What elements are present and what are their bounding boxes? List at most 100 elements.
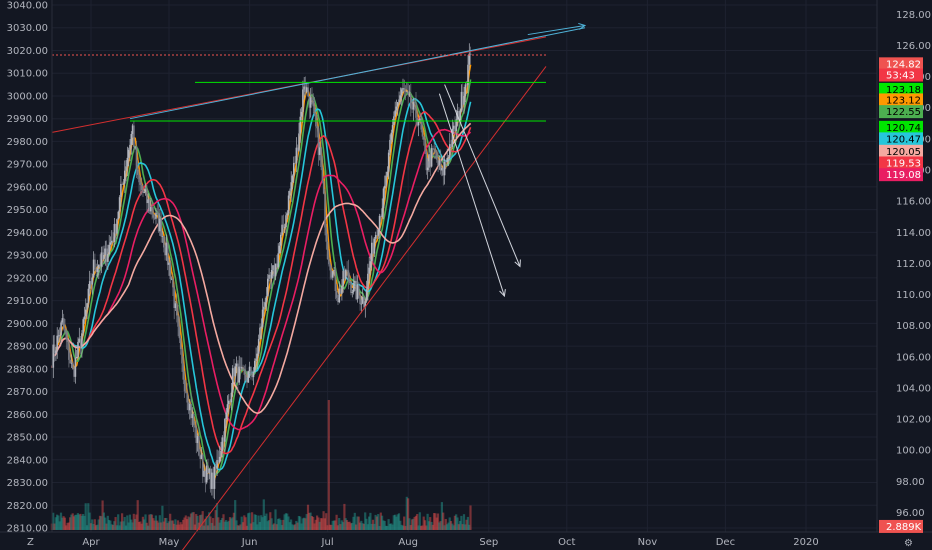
candle-body bbox=[467, 64, 469, 86]
volume-bar bbox=[417, 525, 420, 530]
time-tick-label: Apr bbox=[82, 537, 100, 548]
volume-bar bbox=[169, 513, 172, 530]
price-badge bbox=[879, 120, 923, 134]
time-tick-label: Oct bbox=[558, 537, 575, 548]
volume-bar bbox=[400, 524, 403, 530]
right-tick-label: 108.00 bbox=[896, 321, 931, 332]
candle-body bbox=[101, 252, 104, 260]
volume-bar bbox=[310, 516, 313, 530]
volume-bar bbox=[327, 400, 330, 530]
candle-body bbox=[75, 356, 78, 359]
time-axis[interactable]: Apr May Jun Jul Aug Sep Oct Nov Dec 2020 bbox=[82, 537, 818, 548]
candle-body bbox=[458, 110, 460, 121]
candle-body bbox=[462, 91, 464, 105]
candle-body bbox=[243, 369, 246, 375]
blue-trendline[interactable] bbox=[129, 27, 586, 120]
volume-bar bbox=[54, 517, 57, 530]
candle-body bbox=[96, 268, 99, 272]
volume-bar bbox=[92, 524, 95, 530]
candle-body bbox=[81, 333, 83, 347]
right-tick-label: 128.00 bbox=[896, 10, 931, 21]
volume-bar bbox=[318, 521, 321, 530]
candle-body bbox=[319, 147, 321, 155]
volume-bar bbox=[221, 518, 224, 530]
volume-bar bbox=[460, 515, 463, 530]
volume-bar bbox=[174, 519, 177, 530]
right-tick-label: 110.00 bbox=[896, 290, 931, 301]
candle-body bbox=[70, 362, 73, 364]
ma-red bbox=[51, 111, 472, 455]
white-arrow-2[interactable] bbox=[444, 84, 521, 268]
volume-bar bbox=[265, 513, 268, 530]
candle-body bbox=[369, 261, 372, 268]
candle-body bbox=[221, 437, 224, 451]
volume-bar bbox=[101, 500, 104, 530]
volume-bar bbox=[184, 515, 187, 530]
volume-bar bbox=[205, 516, 208, 530]
candle-body bbox=[412, 101, 415, 110]
candle-body bbox=[172, 278, 174, 288]
volume-bar bbox=[305, 514, 308, 530]
left-tick-label: 2910.00 bbox=[7, 296, 48, 307]
volume-bar bbox=[63, 517, 66, 530]
volume-bar bbox=[119, 521, 122, 530]
candle-body bbox=[220, 450, 222, 457]
price-badge-label: 53:43 bbox=[886, 71, 915, 82]
volume-bar bbox=[152, 518, 155, 530]
volume-bar bbox=[271, 524, 274, 530]
volume-bar bbox=[141, 516, 144, 530]
volume-bar bbox=[357, 516, 360, 530]
candle-body bbox=[73, 369, 75, 377]
candle-body bbox=[254, 360, 256, 373]
volume-bar bbox=[362, 523, 365, 530]
volume-bar bbox=[180, 524, 183, 530]
red-lower-trendline[interactable] bbox=[181, 66, 547, 550]
candle-body bbox=[355, 280, 357, 300]
volume-bar bbox=[217, 517, 220, 530]
volume-bar bbox=[147, 525, 150, 530]
arrows[interactable] bbox=[438, 22, 587, 298]
volume-bar bbox=[258, 521, 261, 530]
candle-body bbox=[339, 288, 342, 294]
volume-bar bbox=[361, 523, 364, 530]
volume-bar bbox=[345, 520, 349, 530]
time-tick-label: May bbox=[159, 537, 180, 548]
price-badge bbox=[879, 132, 923, 146]
volume-bar bbox=[377, 514, 380, 530]
volume-bar bbox=[171, 520, 174, 530]
candle-body bbox=[304, 86, 307, 92]
volume-bar bbox=[106, 515, 109, 530]
white-arrow-1[interactable] bbox=[438, 93, 506, 298]
candle-body bbox=[98, 264, 100, 269]
volume-bar bbox=[117, 514, 120, 530]
left-tick-label: 3020.00 bbox=[7, 46, 48, 57]
volume-bar bbox=[365, 518, 368, 530]
volume-bar bbox=[218, 522, 221, 530]
volume-bar bbox=[71, 513, 74, 530]
time-tick-label: Sep bbox=[479, 537, 498, 548]
candle-body bbox=[155, 212, 157, 219]
candle-body bbox=[109, 242, 112, 245]
volume-bar bbox=[267, 520, 271, 530]
settings-icon[interactable]: ⚙ bbox=[904, 538, 913, 549]
volume-bar bbox=[257, 515, 260, 530]
candle-body bbox=[424, 139, 426, 151]
volume-bar bbox=[114, 517, 117, 530]
volume-bar bbox=[254, 514, 258, 530]
volume-bar bbox=[420, 525, 423, 530]
zoom-z-icon[interactable]: Z bbox=[27, 537, 34, 548]
volume-bar bbox=[300, 523, 303, 530]
trendlines[interactable] bbox=[51, 27, 586, 550]
volume-bar bbox=[175, 524, 178, 530]
left-tick-label: 3010.00 bbox=[7, 69, 48, 80]
candle-body bbox=[322, 180, 325, 194]
volume-bar bbox=[326, 525, 329, 530]
volume-bar bbox=[283, 514, 286, 530]
volume-bar bbox=[348, 521, 351, 530]
candle-body bbox=[411, 108, 413, 110]
candle-body bbox=[138, 174, 140, 183]
left-price-axis[interactable]: 3040.00 3030.00 3020.00 3010.00 3000.00 2990.… bbox=[7, 1, 48, 535]
blue-arrow[interactable] bbox=[527, 22, 587, 36]
volume-bar bbox=[316, 515, 319, 530]
